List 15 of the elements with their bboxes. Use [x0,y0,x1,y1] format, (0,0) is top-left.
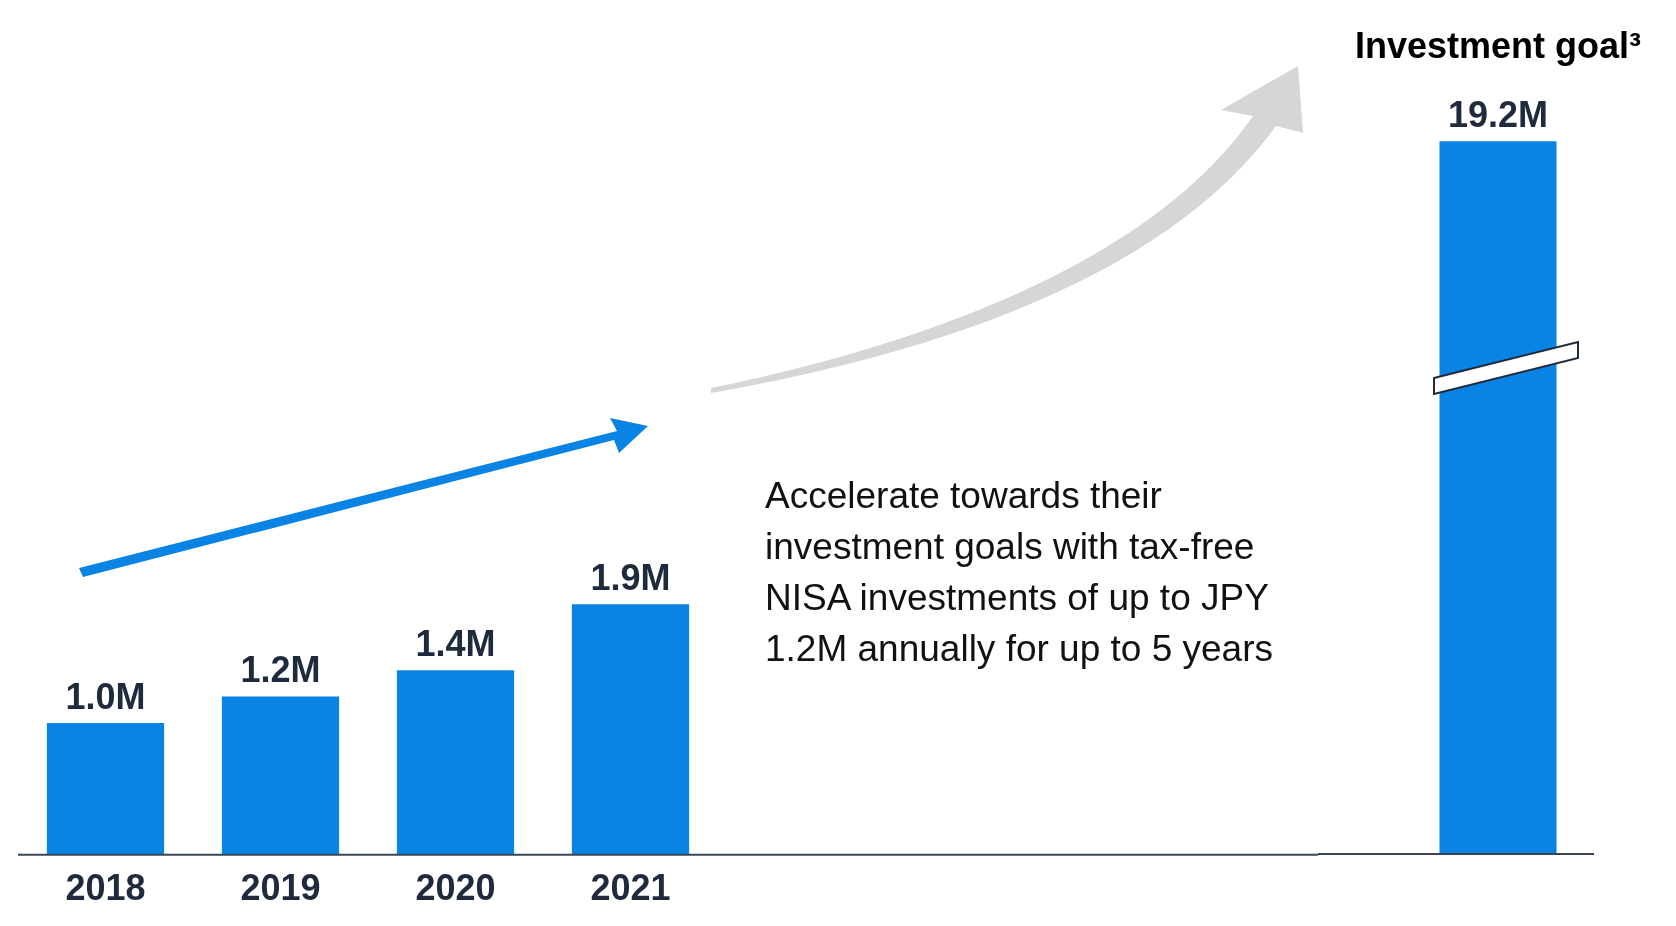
bar [46,722,165,855]
x-tick-label: 2018 [65,867,146,909]
x-tick-label: Investment goal³ [1354,24,1642,66]
x-tick-label: 2019 [240,867,321,909]
data-label: 1.4M [415,623,496,665]
x-tick-label: 2021 [590,867,671,909]
bar [571,604,690,855]
bar [221,696,340,855]
data-label: 19.2M [1447,94,1549,136]
data-label: 1.0M [65,675,146,717]
data-label: 1.9M [590,557,671,599]
data-label: 1.2M [240,649,321,691]
bar [396,670,515,855]
x-tick-label: 2020 [415,867,496,909]
text: Accelerate towards their investment goals with tax-free NISA investments of up to JPY 1.2M annually for up to 5 years [765,474,1274,671]
